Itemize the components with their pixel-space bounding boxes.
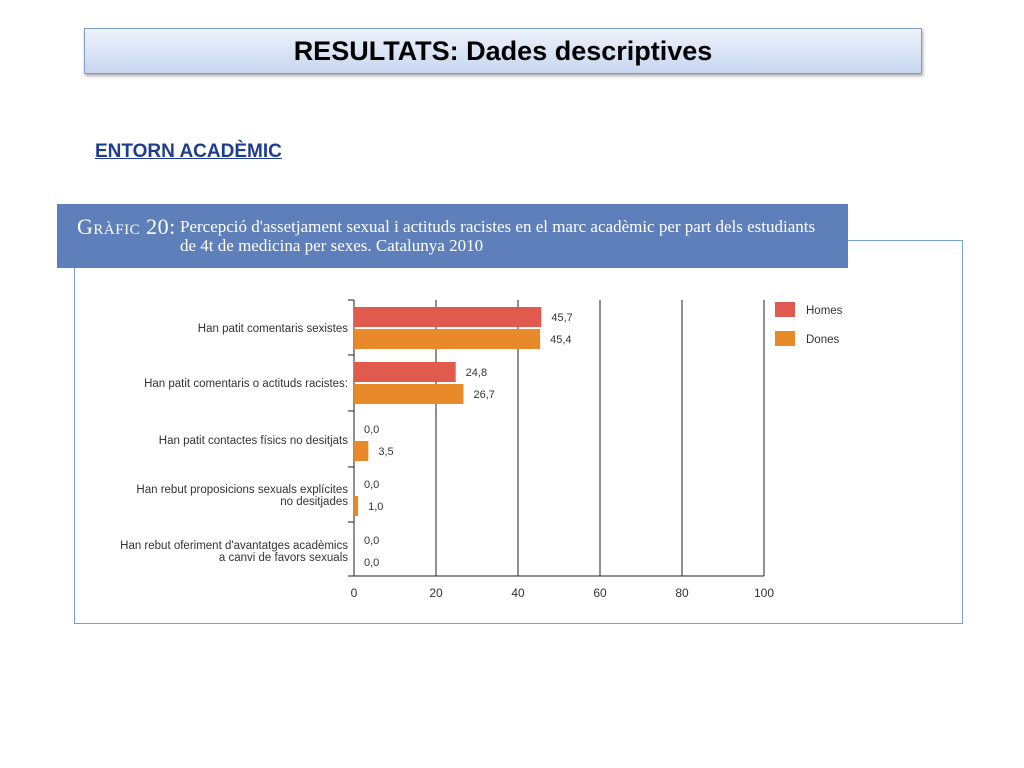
chart-frame — [74, 240, 963, 624]
chart-caption: Percepció d'assetjament sexual i actitud… — [180, 217, 816, 255]
chart-figure-label: Gràfic 20: — [77, 214, 176, 239]
chart-header: Gràfic 20: Percepció d'assetjament sexua… — [57, 204, 848, 268]
slide-title: RESULTATS: Dades descriptives — [84, 28, 922, 74]
slide-title-text: RESULTATS: Dades descriptives — [293, 35, 713, 66]
section-heading[interactable]: ENTORN ACADÈMIC — [95, 141, 282, 162]
